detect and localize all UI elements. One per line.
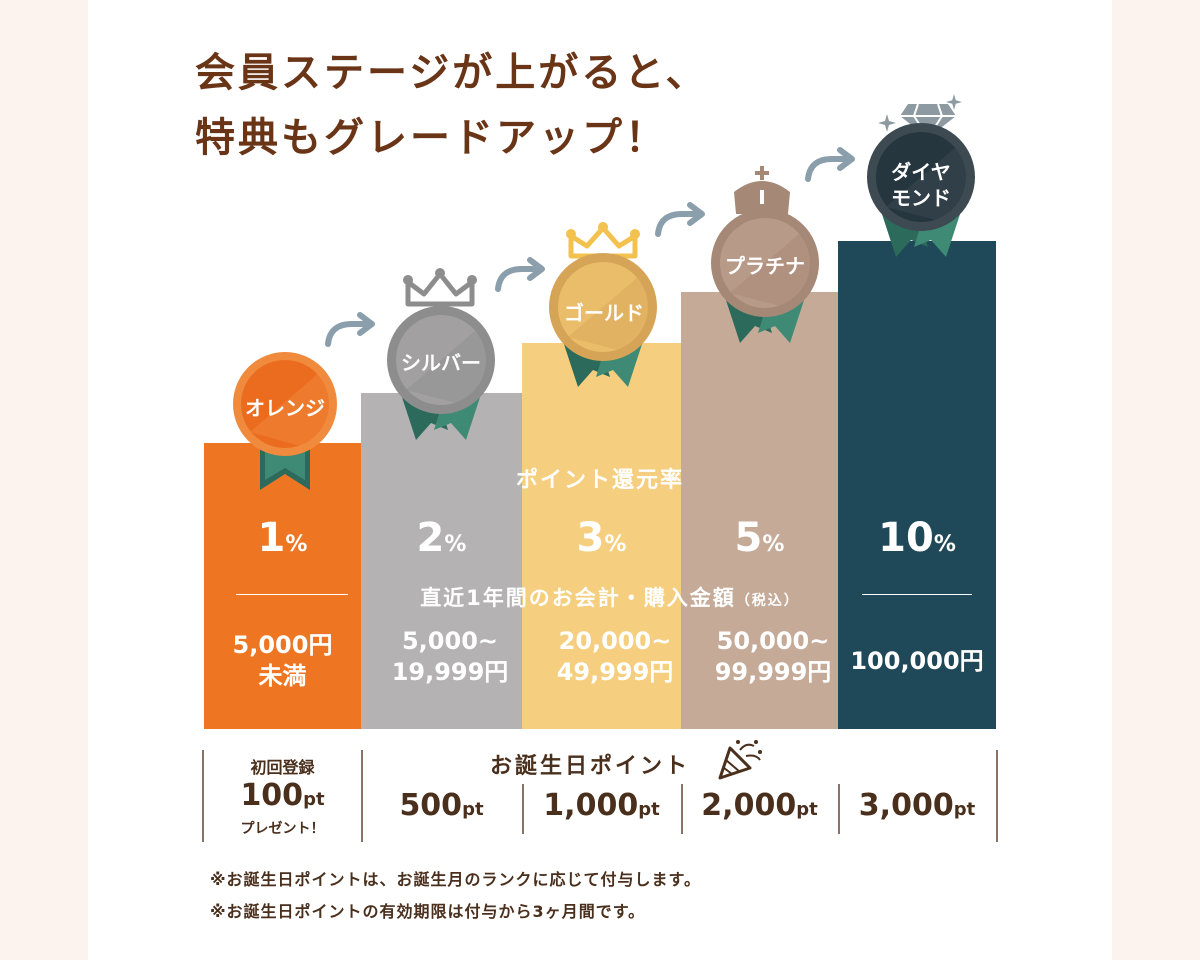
amount-gold: 20,000~ 49,999円 [556, 627, 674, 686]
birthday-title: お誕生日ポイント [490, 754, 691, 779]
arrow-right-icon [805, 147, 855, 182]
medal-label-gold: ゴールド [564, 301, 644, 325]
crown-icon [403, 268, 477, 307]
medal-label-platinum: プラチナ [725, 254, 805, 278]
arrow-right-icon [495, 257, 545, 292]
registration-line3: プレゼント！ [240, 821, 325, 837]
medal-label-silver: シルバー [401, 351, 481, 375]
medal-label-diamond-line1: ダイヤ [891, 160, 951, 184]
bar-silver [361, 393, 522, 729]
rate-platinum: 5% [734, 515, 785, 561]
medal-platinum [711, 209, 819, 343]
bar-gold [522, 343, 681, 729]
rate-silver: 2% [416, 515, 467, 561]
note-2: ※お誕生日ポイントの有効期限は付与から3ヶ月間です。 [210, 902, 646, 921]
birthday-points-silver: 1,000pt [543, 788, 660, 823]
divider-line-left [236, 594, 348, 595]
medal-orange [233, 352, 337, 490]
sparkle-icon [878, 114, 896, 132]
points-frame-right [996, 750, 998, 842]
medal-silver [387, 306, 495, 440]
return-rate-label: ポイント還元率 [515, 468, 684, 493]
rate-orange: 1% [257, 515, 308, 561]
headline-line1: 会員ステージが上がると、 [195, 50, 709, 96]
sparkle-icon [946, 94, 962, 110]
registration-value: 100pt [240, 778, 325, 813]
medal-label-diamond-line2: モンド [891, 186, 951, 210]
bar-platinum [681, 292, 838, 729]
birthday-points-platinum: 3,000pt [858, 788, 976, 823]
medal-gold [549, 253, 657, 387]
party-popper-icon [718, 740, 762, 780]
medal-diamond [867, 123, 975, 257]
amount-silver: 5,000~ 19,999円 [391, 627, 509, 686]
arrow-right-icon [655, 202, 705, 237]
points-divider-1 [361, 750, 363, 842]
headline-line2: 特典もグレードアップ！ [195, 115, 668, 161]
bar-diamond [838, 241, 996, 729]
bar-orange [204, 443, 361, 729]
purchase-amount-label: 直近1年間のお会計・購入金額（税込） [420, 586, 800, 610]
medal-label-orange: オレンジ [245, 396, 325, 420]
points-divider-4 [838, 784, 840, 834]
points-frame-left [202, 750, 204, 842]
crown-icon [566, 222, 640, 259]
rate-gold: 3% [576, 515, 627, 561]
registration-line1: 初回登録 [250, 758, 315, 777]
divider-line-right [862, 594, 972, 595]
amount-orange: 5,000円 未満 [232, 631, 333, 690]
rate-diamond: 10% [878, 515, 956, 561]
arrow-right-icon [325, 312, 375, 347]
birthday-points-gold: 2,000pt [701, 788, 818, 823]
points-divider-3 [681, 784, 683, 834]
note-1: ※お誕生日ポイントは、お誕生月のランクに応じて付与します。 [210, 870, 701, 889]
birthday-points-orange: 500pt [399, 788, 484, 823]
amount-diamond: 100,000円 [850, 647, 984, 675]
amount-platinum: 50,000~ 99,999円 [714, 627, 832, 686]
points-divider-2 [522, 784, 524, 834]
crown-icon [734, 166, 790, 214]
